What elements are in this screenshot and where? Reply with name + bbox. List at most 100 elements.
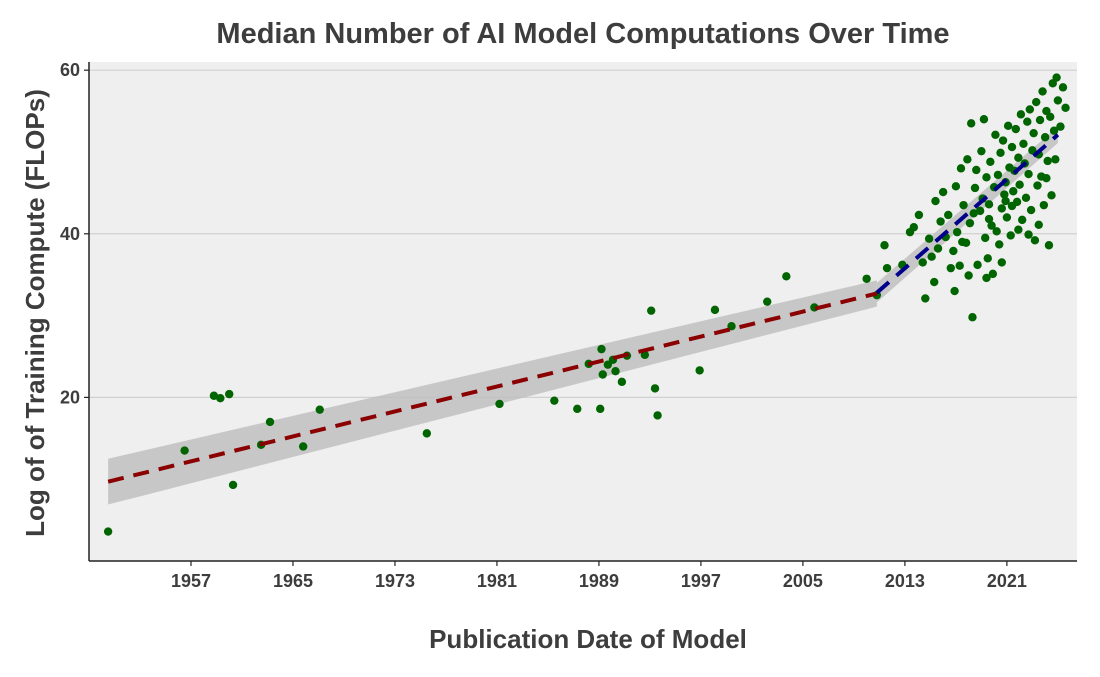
plot-area (89, 62, 1077, 561)
data-point (936, 217, 945, 226)
data-point (982, 273, 991, 283)
data-point (973, 260, 982, 270)
data-point (918, 258, 927, 267)
data-point (996, 148, 1005, 158)
data-point (955, 261, 964, 270)
data-point (597, 344, 606, 354)
data-point (1007, 201, 1017, 211)
data-point (995, 240, 1004, 249)
data-point (1052, 73, 1061, 82)
trend-line-2 (875, 133, 1060, 295)
data-point (598, 370, 607, 379)
data-point (1003, 121, 1013, 131)
data-point (710, 305, 720, 315)
data-point (1044, 241, 1054, 250)
data-point (1042, 173, 1051, 183)
x-axis-ticks: 1957 1965 1973 1981 1989 1997 2005 2013 2021 (171, 561, 1027, 591)
data-point (882, 263, 892, 273)
data-point (968, 313, 977, 322)
data-point (970, 183, 980, 193)
data-point (977, 146, 986, 156)
data-point (647, 306, 656, 315)
data-point (966, 119, 976, 128)
data-point (573, 404, 582, 414)
data-point (1035, 115, 1045, 125)
data-point (611, 367, 620, 376)
data-point (933, 244, 943, 253)
data-point (1049, 126, 1059, 135)
data-point (695, 366, 704, 375)
x-tick-label-2021: 2021 (987, 571, 1027, 591)
data-point (982, 173, 991, 182)
data-point (931, 196, 940, 206)
chart-title: Median Number of AI Model Computations O… (216, 18, 949, 50)
data-point (938, 187, 948, 197)
data-point (927, 252, 936, 261)
data-point (972, 165, 981, 175)
data-point (1019, 139, 1028, 149)
data-point (984, 200, 994, 209)
data-point (950, 286, 959, 296)
x-tick-label-1981: 1981 (477, 571, 517, 591)
data-point (228, 480, 238, 490)
y-axis-ticks: 20 40 60 (60, 60, 89, 407)
data-point (1039, 200, 1049, 210)
data-point (617, 377, 627, 387)
data-point (1000, 190, 1009, 199)
data-point (988, 269, 998, 279)
data-point (993, 170, 1003, 180)
data-point (1007, 142, 1017, 152)
data-point (998, 136, 1008, 145)
data-point (944, 210, 953, 220)
data-point (1033, 181, 1042, 190)
data-point (987, 221, 996, 230)
data-point (1016, 110, 1026, 119)
data-point (1047, 191, 1056, 200)
data-point (1056, 122, 1065, 131)
y-tick-label-60: 60 (60, 60, 80, 80)
trend-line-1 (107, 291, 878, 484)
data-point (997, 258, 1006, 267)
x-tick-label-1965: 1965 (273, 571, 313, 591)
data-point (959, 200, 968, 210)
data-point (550, 396, 559, 405)
data-point (1015, 180, 1024, 189)
y-tick-label-40: 40 (60, 224, 80, 244)
data-point (298, 442, 308, 451)
data-point (992, 227, 1001, 236)
data-point (997, 204, 1006, 213)
data-point (965, 218, 975, 228)
data-point (1032, 97, 1041, 107)
data-point (1024, 169, 1033, 179)
x-axis-title: Publication Date of Model (429, 624, 747, 654)
data-point (986, 157, 995, 166)
data-point (1038, 87, 1047, 96)
data-point (1046, 112, 1055, 122)
x-tick-label-1973: 1973 (375, 571, 415, 591)
data-point (180, 446, 189, 455)
data-point (930, 277, 939, 287)
y-axis-title: Log of of Training Compute (FLOPs) (20, 89, 50, 537)
data-point (1043, 156, 1052, 166)
data-point (225, 389, 234, 399)
data-point (1029, 128, 1038, 138)
data-point (1001, 196, 1010, 206)
data-point (1021, 193, 1031, 202)
data-point (956, 164, 966, 173)
data-point (1002, 213, 1012, 222)
data-point (1011, 124, 1021, 134)
data-point (1006, 231, 1015, 240)
data-point (979, 115, 989, 124)
data-point (1053, 96, 1063, 105)
data-point (1030, 236, 1040, 245)
data-point (782, 272, 791, 281)
data-point (969, 209, 978, 218)
data-point (991, 130, 1000, 140)
data-point (1034, 220, 1043, 229)
data-point (1023, 117, 1032, 126)
x-tick-label-1957: 1957 (171, 571, 211, 591)
data-point (1014, 153, 1023, 162)
data-point (1026, 205, 1036, 215)
data-point (1024, 230, 1033, 239)
data-point (1040, 133, 1050, 142)
